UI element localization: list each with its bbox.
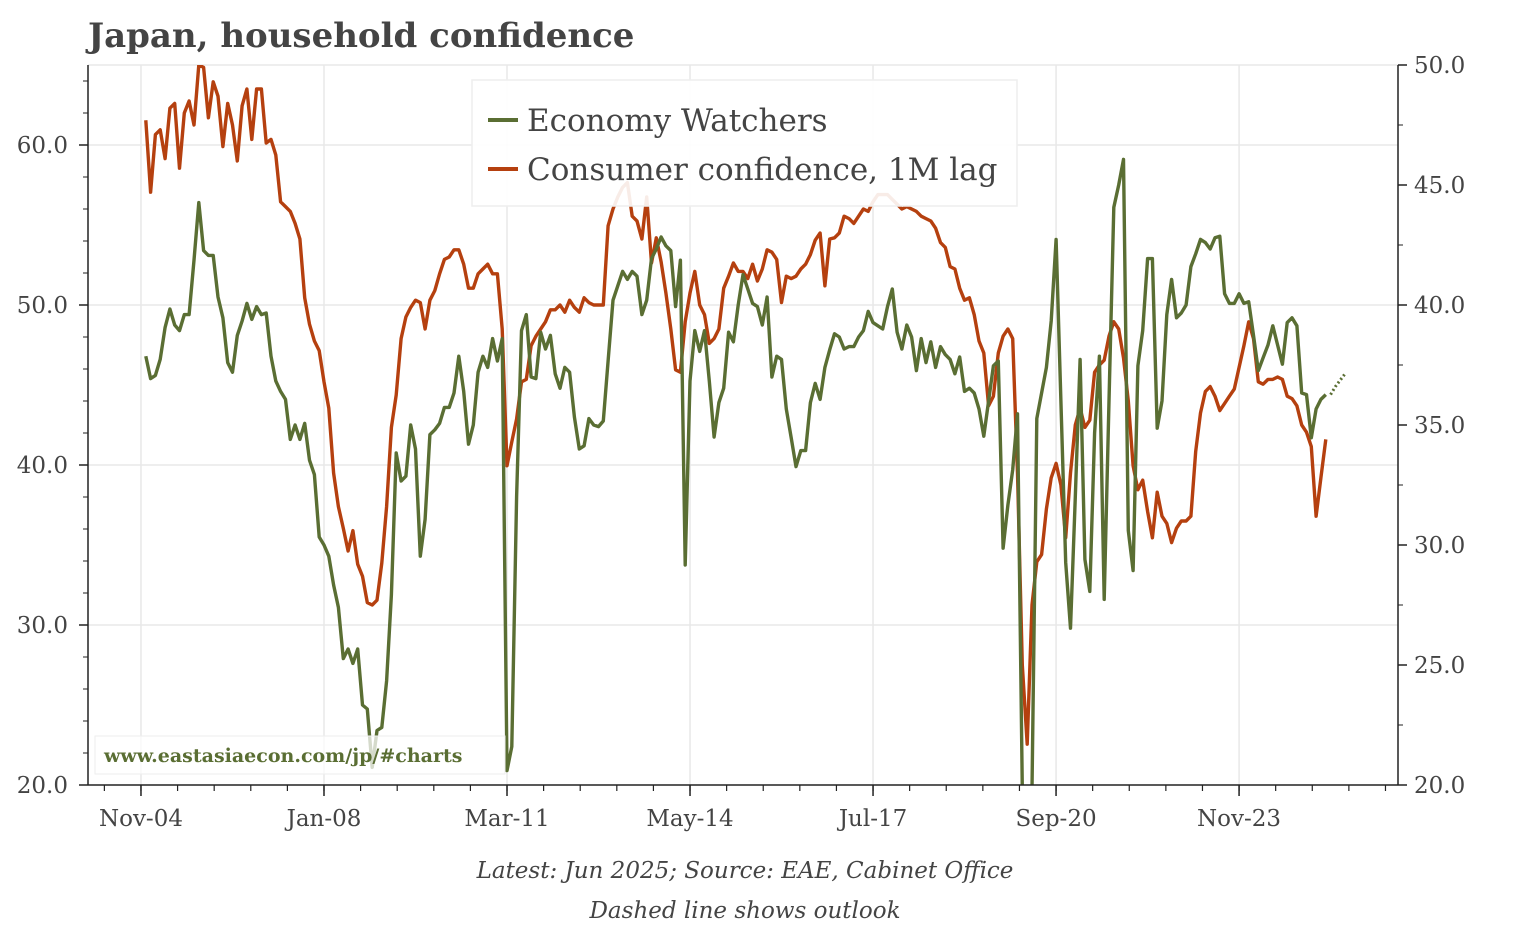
series-line-consumer-confidence-1m-lag — [144, 65, 1328, 746]
y-left-tick-label: 60.0 — [17, 133, 68, 159]
x-tick-label: Mar-11 — [464, 806, 549, 832]
x-tick-label: Sep-20 — [1015, 806, 1096, 832]
y-left-tick-label: 20.0 — [17, 773, 68, 799]
watermark-box — [94, 735, 506, 775]
legend-box — [471, 79, 1018, 207]
x-tick-label: May-14 — [646, 806, 733, 832]
x-tick-label: Jan-08 — [285, 806, 362, 832]
y-right-tick-label: 35.0 — [1414, 413, 1465, 439]
y-right-tick-label: 50.0 — [1414, 53, 1465, 79]
y-right-tick-label: 40.0 — [1414, 293, 1465, 319]
y-left-tick-label: 40.0 — [17, 453, 68, 479]
footnote-outlook: Dashed line shows outlook — [588, 898, 900, 924]
x-tick-label: Nov-23 — [1197, 806, 1281, 832]
series-line-economy-watchers — [144, 157, 1327, 785]
series-outlook-economy-watchers — [1329, 372, 1347, 396]
y-left-tick-label: 30.0 — [17, 613, 68, 639]
legend: Economy Watchers Consumer confidence, 1M… — [471, 79, 1018, 207]
y-axis-left: 20.0 30.0 40.0 50.0 60.0 — [17, 80, 88, 799]
y-right-tick-label: 25.0 — [1414, 653, 1465, 679]
x-tick-label: Nov-04 — [99, 806, 183, 832]
x-axis: Nov-04 Jan-08 Mar-11 May-14 Jul-17 Sep-20 Nov-… — [99, 785, 1387, 832]
y-axis-right: 20.0 25.0 30.0 35.0 40.0 45.0 50.0 — [1398, 53, 1465, 799]
y-right-tick-label: 45.0 — [1414, 173, 1465, 199]
legend-label-economy-watchers: Economy Watchers — [527, 103, 828, 139]
watermark-text: www.eastasiaecon.com/jp/#charts — [103, 745, 462, 767]
series-lines — [144, 65, 1347, 785]
y-right-tick-label: 30.0 — [1414, 533, 1465, 559]
legend-label-consumer-confidence: Consumer confidence, 1M lag — [527, 152, 997, 188]
chart-title: Japan, household confidence — [85, 16, 634, 56]
y-right-tick-label: 20.0 — [1414, 773, 1465, 799]
x-tick-label: Jul-17 — [837, 806, 907, 832]
y-left-tick-label: 50.0 — [17, 293, 68, 319]
watermark: www.eastasiaecon.com/jp/#charts — [94, 735, 506, 775]
footnote-source: Latest: Jun 2025; Source: EAE, Cabinet O… — [476, 858, 1014, 884]
